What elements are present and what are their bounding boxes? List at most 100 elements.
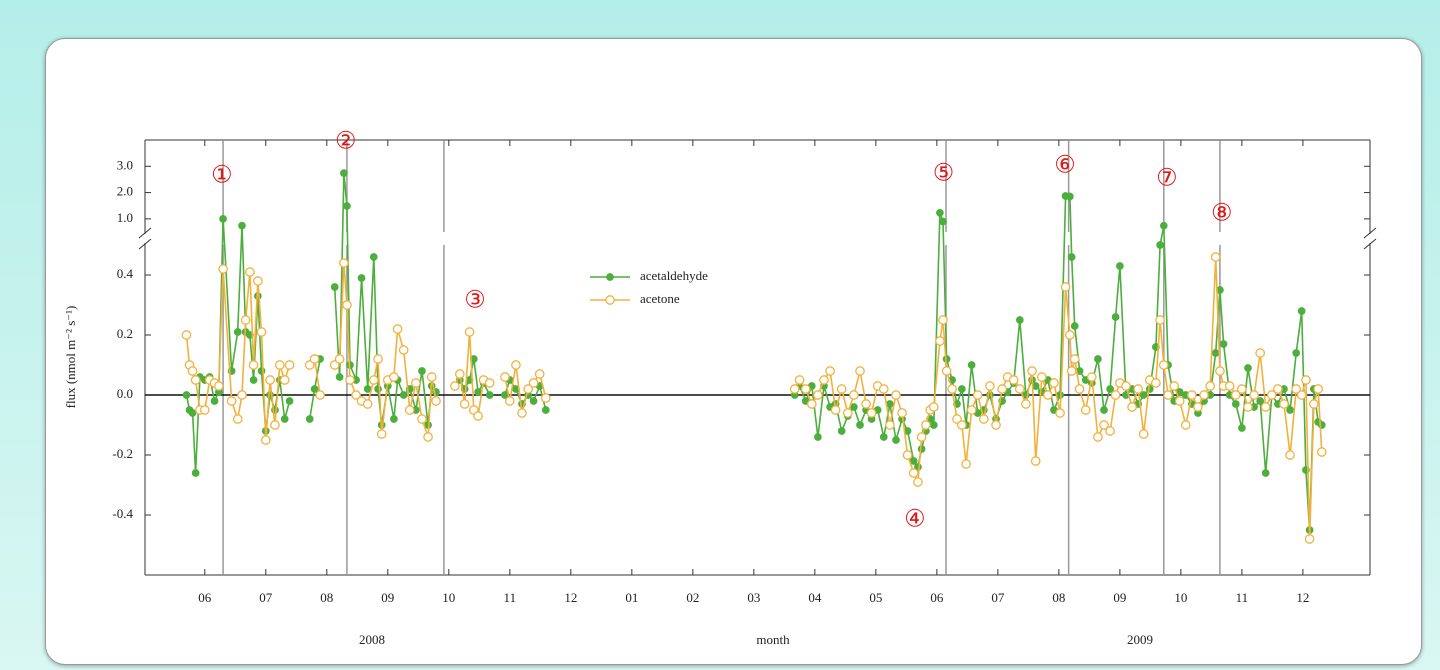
- data-point: [219, 215, 227, 223]
- data-point: [389, 372, 399, 382]
- data-point: [1238, 424, 1246, 432]
- data-point: [339, 258, 349, 268]
- data-point: [334, 354, 345, 364]
- data-point: [284, 360, 295, 370]
- data-point: [1313, 384, 1323, 394]
- data-point: [1133, 384, 1144, 394]
- data-point: [279, 375, 290, 385]
- data-point: [1205, 381, 1216, 391]
- data-point: [1043, 390, 1053, 400]
- data-point: [285, 397, 294, 405]
- data-point: [528, 378, 539, 388]
- data-point: [794, 375, 805, 385]
- data-point: [260, 435, 271, 445]
- data-point: [929, 421, 938, 429]
- axis-break: [138, 238, 152, 250]
- data-point: [1106, 385, 1114, 393]
- data-point: [1060, 282, 1071, 292]
- data-point: [1158, 360, 1169, 370]
- data-point: [181, 330, 192, 340]
- x-tick-label: 10: [442, 590, 455, 605]
- data-point: [800, 384, 811, 394]
- data-point: [426, 372, 437, 382]
- data-point: [902, 450, 913, 460]
- data-point: [1163, 390, 1173, 400]
- data-point: [1237, 384, 1247, 394]
- y-tick-label: 0.0: [117, 386, 133, 401]
- legend-label: acetaldehyde: [640, 268, 708, 283]
- data-point: [240, 315, 251, 325]
- data-point: [1193, 402, 1203, 412]
- data-point: [1015, 316, 1024, 324]
- data-point: [238, 221, 246, 230]
- data-point: [1273, 384, 1283, 394]
- data-point: [1049, 378, 1059, 388]
- data-point: [985, 381, 995, 391]
- data-point: [1070, 322, 1079, 330]
- data-point: [836, 384, 847, 394]
- data-point: [340, 169, 348, 177]
- x-tick-label: 04: [808, 590, 822, 605]
- data-point: [1121, 381, 1131, 391]
- data-point: [917, 445, 926, 453]
- data-point: [814, 433, 822, 441]
- data-point: [1151, 378, 1161, 388]
- data-point: [1036, 372, 1047, 382]
- data-point: [459, 399, 470, 409]
- data-point: [1116, 262, 1124, 270]
- chart-panel: [45, 38, 1422, 665]
- data-point: [1111, 313, 1120, 321]
- data-point: [450, 381, 460, 391]
- y-axis-label: flux (nmol m⁻² s⁻¹): [63, 306, 78, 409]
- data-point: [1099, 420, 1109, 430]
- data-point: [1215, 366, 1225, 376]
- data-point: [813, 390, 823, 400]
- data-point: [849, 390, 859, 400]
- data-point: [213, 381, 224, 391]
- data-point: [1008, 375, 1019, 385]
- data-point: [1219, 340, 1228, 348]
- data-point: [978, 414, 989, 424]
- data-point: [1174, 396, 1185, 406]
- data-point: [1285, 450, 1295, 460]
- data-point: [390, 415, 398, 423]
- data-point: [961, 459, 971, 469]
- data-point: [1027, 366, 1037, 376]
- data-point: [188, 409, 197, 417]
- data-point: [1199, 390, 1209, 400]
- data-point: [958, 385, 966, 393]
- data-point: [253, 276, 263, 286]
- data-point: [1296, 390, 1307, 400]
- data-point: [218, 264, 228, 274]
- x-tick-label: 12: [1296, 590, 1309, 605]
- x-tick-label: 10: [1174, 590, 1187, 605]
- y-tick-label: 0.4: [117, 266, 134, 281]
- data-point: [399, 391, 408, 399]
- data-point: [837, 427, 846, 435]
- data-point: [916, 432, 927, 442]
- annotation: ①: [211, 163, 233, 189]
- annotation: ⑦: [1156, 165, 1178, 191]
- data-point: [310, 385, 319, 393]
- data-point: [1066, 366, 1077, 376]
- x-tick-label: 11: [1236, 590, 1249, 605]
- x-tick-label: 09: [1113, 590, 1126, 605]
- data-point: [182, 391, 191, 399]
- data-point: [1301, 375, 1311, 385]
- data-point: [1021, 399, 1031, 409]
- data-point: [256, 327, 267, 337]
- data-point: [1279, 399, 1289, 409]
- data-point: [249, 376, 258, 384]
- data-point: [1159, 221, 1168, 230]
- data-point: [226, 396, 237, 406]
- data-point: [861, 399, 871, 409]
- x-tick-label: 06: [930, 590, 944, 605]
- data-point: [345, 375, 355, 385]
- data-point: [1086, 372, 1097, 382]
- data-point: [484, 378, 495, 388]
- data-point: [1256, 397, 1265, 405]
- data-point: [909, 457, 918, 465]
- data-point: [1316, 447, 1327, 457]
- x-tick-label: 06: [198, 590, 212, 605]
